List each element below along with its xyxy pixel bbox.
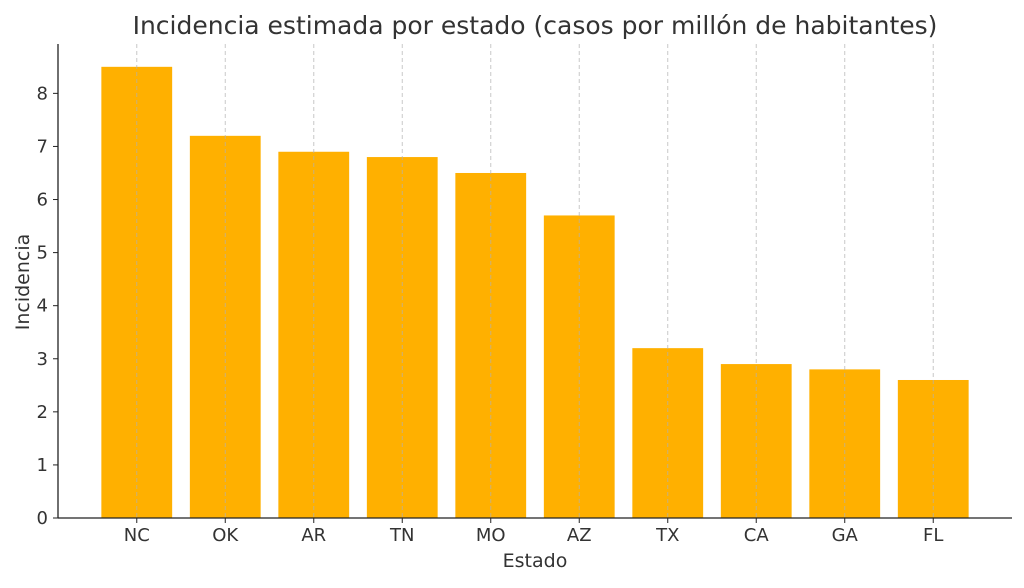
y-axis-label: Incidencia [12,234,34,331]
y-tick-label: 7 [37,136,48,157]
x-tick-label: OK [212,525,239,546]
x-tick-label: MO [476,525,506,546]
x-tick-label: AR [301,525,326,546]
x-tick-label: TN [389,525,414,546]
bar-tn [366,157,438,518]
x-tick-label: FL [923,525,943,546]
x-tick-label: AZ [567,525,592,546]
chart-title: Incidencia estimada por estado (casos po… [133,11,938,40]
y-tick-label: 3 [37,349,48,370]
x-tick-label: NC [124,525,150,546]
x-tick-label: GA [832,525,859,546]
x-tick-label: TX [655,525,679,546]
y-tick-label: 6 [37,190,48,211]
y-tick-label: 1 [37,455,48,476]
y-tick-label: 8 [37,83,48,104]
y-tick-label: 5 [37,243,48,264]
y-tick-label: 4 [37,296,48,317]
y-tick-label: 2 [37,402,48,423]
y-tick-label: 0 [37,508,48,529]
bar-fl [897,379,969,518]
x-tick-label: CA [744,525,770,546]
x-axis-label: Estado [503,550,568,572]
